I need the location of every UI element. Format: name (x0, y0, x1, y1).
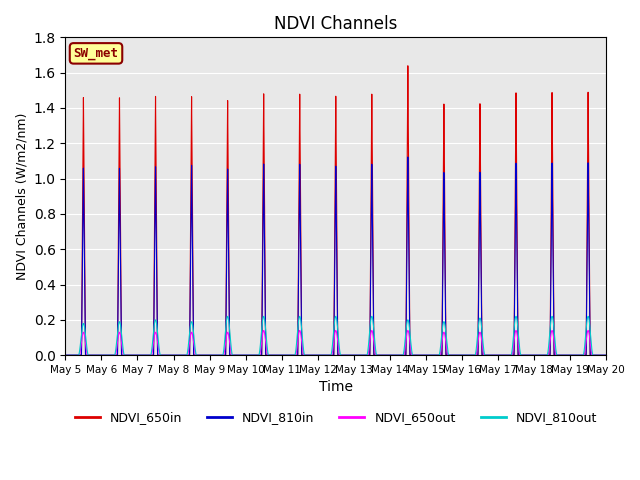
NDVI_810in (601, 352, 609, 358)
NDVI_810in (61, 352, 69, 358)
NDVI_810out (595, 352, 603, 358)
NDVI_650out (547, 336, 554, 342)
NDVI_810out (531, 352, 539, 358)
NDVI_650in (531, 352, 539, 358)
NDVI_810out (584, 313, 592, 319)
NDVI_650out (602, 352, 610, 358)
Y-axis label: NDVI Channels (W/m2/nm): NDVI Channels (W/m2/nm) (15, 113, 28, 280)
NDVI_810out (305, 352, 312, 358)
NDVI_650in (547, 319, 554, 325)
NDVI_810in (547, 328, 554, 334)
NDVI_650out (595, 352, 603, 358)
NDVI_810out (547, 324, 554, 330)
Line: NDVI_810out: NDVI_810out (65, 316, 606, 355)
NDVI_810out (61, 352, 69, 358)
Title: NDVI Channels: NDVI Channels (274, 15, 397, 33)
NDVI_650out (305, 352, 312, 358)
X-axis label: Time: Time (319, 381, 353, 395)
NDVI_810in (531, 352, 539, 358)
Legend: NDVI_650in, NDVI_810in, NDVI_650out, NDVI_810out: NDVI_650in, NDVI_810in, NDVI_650out, NDV… (70, 406, 602, 429)
NDVI_810out (601, 352, 609, 358)
NDVI_810in (595, 352, 603, 358)
NDVI_810in (602, 352, 610, 358)
NDVI_650in (61, 352, 69, 358)
NDVI_810in (404, 154, 412, 160)
NDVI_650out (406, 344, 414, 350)
NDVI_650out (584, 328, 592, 334)
NDVI_650in (595, 352, 603, 358)
NDVI_810in (406, 352, 414, 358)
NDVI_650out (531, 352, 539, 358)
Line: NDVI_810in: NDVI_810in (65, 157, 606, 355)
Line: NDVI_650out: NDVI_650out (65, 331, 606, 355)
NDVI_650in (602, 352, 610, 358)
NDVI_650in (305, 352, 312, 358)
NDVI_650in (406, 352, 414, 358)
NDVI_810out (406, 336, 414, 341)
Text: SW_met: SW_met (74, 47, 118, 60)
NDVI_810in (305, 352, 312, 358)
NDVI_650in (601, 352, 609, 358)
NDVI_650out (601, 352, 609, 358)
NDVI_810out (602, 352, 610, 358)
NDVI_650out (61, 352, 69, 358)
Line: NDVI_650in: NDVI_650in (65, 66, 606, 355)
NDVI_650in (404, 63, 412, 69)
